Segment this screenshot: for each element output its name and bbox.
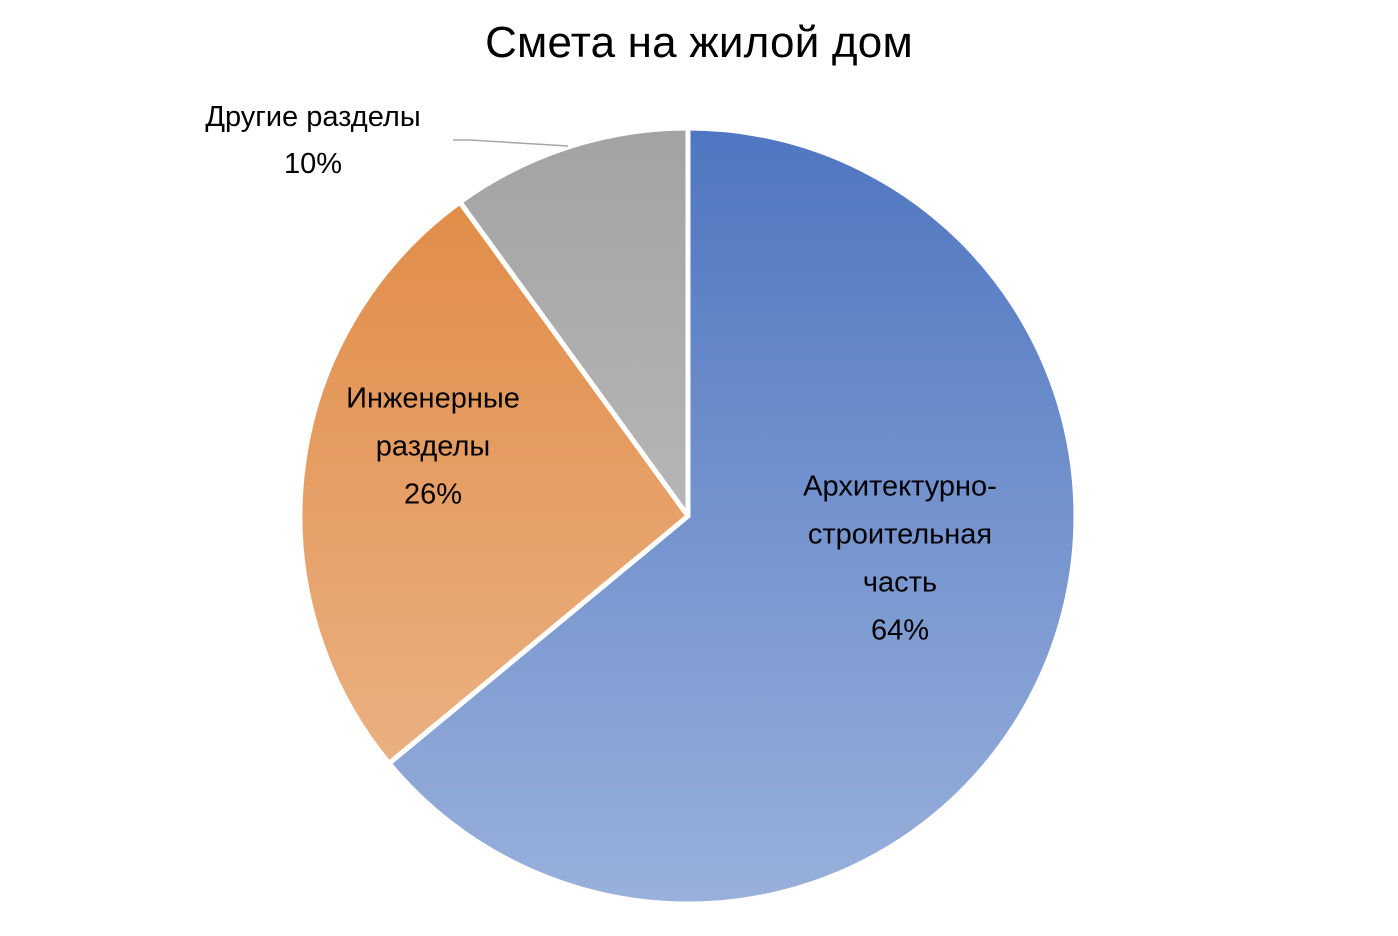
- data-label-eng: Инженерные разделы 26%: [346, 383, 520, 511]
- leader-line-other: [453, 139, 569, 147]
- pie-slice-arch: [386, 125, 1079, 907]
- data-label-arch: Архитектурно-строительная часть 64%: [803, 471, 997, 647]
- chart-title: Смета на жилой дом: [485, 18, 913, 67]
- pie-slice-eng: [297, 199, 691, 766]
- pie-slice-other: [457, 125, 691, 519]
- data-label-other: Другие разделы 10%: [205, 101, 420, 180]
